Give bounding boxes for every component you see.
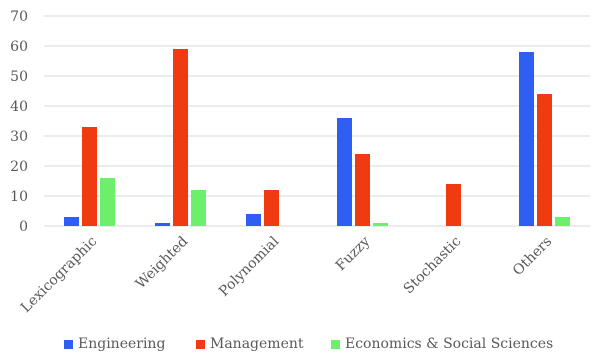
y-tick-label: 10 <box>10 189 28 205</box>
y-tick-label: 40 <box>10 99 28 115</box>
bar-management-weighted <box>173 49 188 226</box>
x-category-label: Polynomial <box>216 233 283 300</box>
x-category-label: Fuzzy <box>333 233 374 274</box>
x-category-label: Stochastic <box>401 233 465 297</box>
y-tick-label: 60 <box>10 39 28 55</box>
legend-item-engineering: Engineering <box>64 336 165 352</box>
bar-engineering-weighted <box>155 223 170 226</box>
legend-label-management: Management <box>210 336 304 352</box>
bar-management-fuzzy <box>355 154 370 226</box>
legend-item-economics: Economics & Social Sciences <box>331 336 553 352</box>
bar-management-others <box>537 94 552 226</box>
bar-engineering-others <box>519 52 534 226</box>
y-tick-label: 0 <box>19 219 28 235</box>
legend-label-economics: Economics & Social Sciences <box>345 336 554 352</box>
x-category-label: Lexicographic <box>18 233 101 316</box>
bar-chart: 0 10 20 30 40 50 60 70 Lexicographic Weighted Pol… <box>10 9 590 316</box>
bar-engineering-lexicographic <box>64 217 79 226</box>
y-tick-label: 20 <box>10 159 28 175</box>
gridlines <box>44 15 590 227</box>
bar-engineering-fuzzy <box>337 118 352 226</box>
y-tick-label: 50 <box>10 69 28 85</box>
legend-swatch-economics <box>331 339 340 349</box>
bar-economics-social-sciences-weighted <box>191 190 206 226</box>
legend-swatch-management <box>196 339 205 349</box>
x-category-label: Others <box>510 234 555 279</box>
bars <box>64 49 570 226</box>
bar-management-lexicographic <box>82 127 97 226</box>
legend: Engineering Management Economics & Socia… <box>0 336 592 356</box>
bar-economics-social-sciences-fuzzy <box>373 223 388 226</box>
y-axis-ticks: 0 10 20 30 40 50 60 70 <box>10 9 28 235</box>
y-tick-label: 30 <box>10 129 28 145</box>
bar-management-polynomial <box>264 190 279 226</box>
bar-economics-social-sciences-others <box>555 217 570 226</box>
bar-engineering-polynomial <box>246 214 261 226</box>
bar-management-stochastic <box>446 184 461 226</box>
bar-economics-social-sciences-lexicographic <box>100 178 115 226</box>
x-category-label: Weighted <box>133 233 192 292</box>
legend-swatch-engineering <box>64 339 73 349</box>
x-axis-categories: Lexicographic Weighted Polynomial Fuzzy Stoc… <box>18 233 555 316</box>
legend-item-management: Management <box>196 336 304 352</box>
legend-label-engineering: Engineering <box>78 336 166 352</box>
y-tick-label: 70 <box>10 9 28 25</box>
